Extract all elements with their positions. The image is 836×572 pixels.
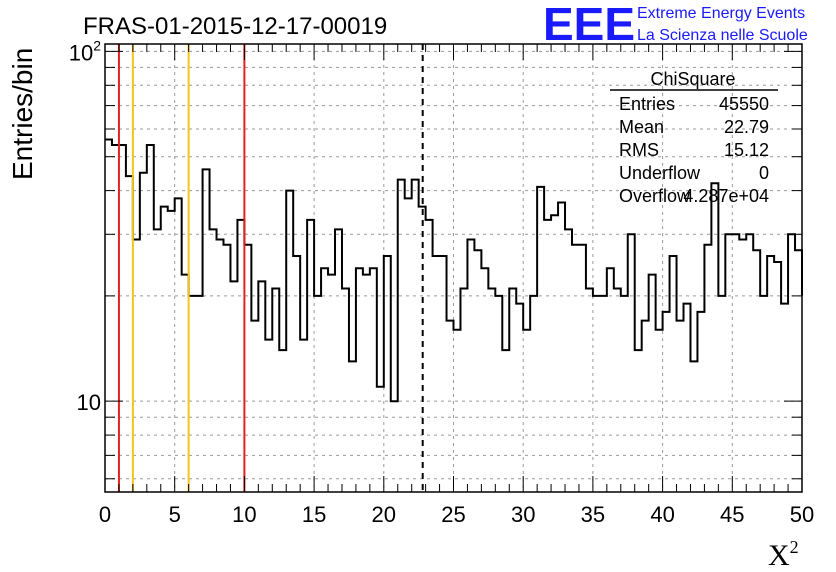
stats-box: ChiSquare Entries 45550 Mean 22.79 RMS 15.12 U… — [610, 69, 778, 206]
stats-label-rms: RMS — [619, 140, 659, 160]
x-tick-label: 5 — [169, 502, 181, 527]
stats-label-underflow: Underflow — [619, 163, 701, 183]
stats-value-mean: 22.79 — [724, 117, 769, 137]
stats-label-entries: Entries — [619, 94, 675, 114]
x-axis-label-sup: 2 — [790, 537, 799, 557]
histogram-bars — [105, 138, 803, 403]
y-axis-label: Entries/bin — [7, 48, 38, 180]
brand-line-1: Extreme Energy Events — [637, 5, 805, 22]
x-tick-label: 10 — [232, 502, 256, 527]
x-tick-label: 35 — [581, 502, 605, 527]
y-tick-label-exp: 2 — [93, 37, 101, 53]
stats-value-entries: 45550 — [719, 94, 769, 114]
y-tick-label: 102 — [69, 37, 101, 65]
stats-label-overflow: Overflow — [619, 186, 691, 206]
histogram-step-line — [105, 138, 803, 403]
stats-value-rms: 15.12 — [724, 140, 769, 160]
y-tick-label-base: 10 — [69, 40, 93, 65]
threshold-lines — [117, 44, 424, 492]
x-tick-label: 0 — [99, 502, 111, 527]
stats-label-mean: Mean — [619, 117, 664, 137]
stats-rows: Entries 45550 Mean 22.79 RMS 15.12 Underflow 0 O… — [619, 94, 769, 206]
x-tick-label: 50 — [790, 502, 814, 527]
stats-value-overflow: 4.287e+04 — [683, 186, 769, 206]
x-tick-label: 15 — [302, 502, 326, 527]
grid-lines — [105, 44, 802, 492]
x-axis-label-base: X — [768, 539, 790, 572]
y-tick-label: 10 — [77, 390, 101, 415]
y-tick-label-base: 10 — [77, 390, 101, 415]
x-tick-label: 45 — [720, 502, 744, 527]
axes — [104, 43, 803, 493]
chart-title: FRAS-01-2015-12-17-00019 — [83, 13, 387, 40]
x-tick-label: 25 — [441, 502, 465, 527]
eee-branding: EEE Extreme Energy Events La Scienza nel… — [543, 0, 808, 50]
stats-value-underflow: 0 — [759, 163, 769, 183]
x-tick-label: 40 — [650, 502, 674, 527]
x-tick-label: 30 — [511, 502, 535, 527]
eee-logo: EEE — [543, 0, 635, 50]
brand-line-2: La Scienza nelle Scuole — [637, 27, 808, 44]
x-tick-label: 20 — [372, 502, 396, 527]
stats-title: ChiSquare — [650, 69, 735, 89]
x-axis-label: X2 — [768, 537, 799, 572]
